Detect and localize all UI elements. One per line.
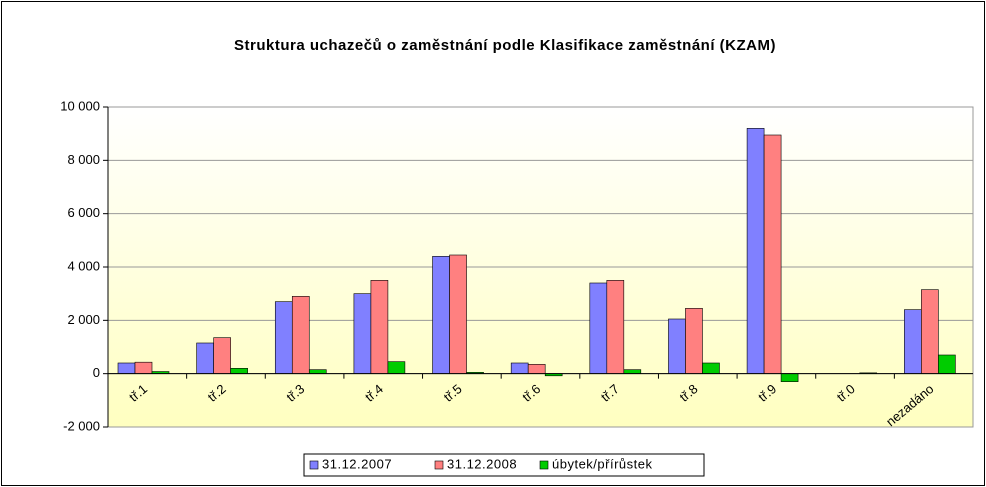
bar	[387, 361, 406, 374]
y-tick-label: 0	[93, 365, 100, 380]
bar	[668, 318, 686, 374]
y-tick-label: 4 000	[67, 258, 100, 273]
bar	[938, 354, 956, 374]
bar	[921, 289, 939, 374]
bar	[589, 282, 608, 374]
bar	[230, 368, 248, 374]
legend-swatch	[539, 460, 549, 470]
bar	[449, 254, 467, 374]
bar	[606, 280, 625, 374]
bar	[510, 362, 529, 374]
bar	[527, 364, 546, 374]
bar	[432, 256, 450, 374]
legend-label: 31.12.2008	[447, 456, 517, 471]
bar	[685, 308, 703, 374]
legend-label: 31.12.2007	[322, 456, 392, 471]
bar	[370, 280, 389, 374]
bar	[353, 293, 372, 374]
legend-label: úbytek/přírůstek	[552, 456, 653, 471]
bar	[702, 362, 720, 374]
legend-swatch	[434, 460, 444, 470]
bar	[274, 301, 293, 374]
bar	[623, 369, 642, 374]
bar	[904, 309, 922, 374]
legend-swatch	[309, 460, 319, 470]
y-tick-label: 10 000	[60, 98, 100, 113]
bar	[196, 342, 214, 374]
chart-title: Struktura uchazečů o zaměstnání podle Kl…	[234, 37, 776, 54]
y-tick-label: 8 000	[67, 152, 100, 167]
bar	[746, 128, 765, 374]
bar	[308, 369, 327, 374]
bar	[117, 362, 136, 374]
y-tick-label: -2 000	[63, 418, 100, 433]
bar	[134, 361, 153, 374]
bar	[291, 296, 310, 374]
bar	[780, 373, 799, 382]
bar	[213, 337, 231, 374]
y-tick-label: 2 000	[67, 312, 100, 327]
bar	[763, 134, 782, 374]
y-tick-label: 6 000	[67, 205, 100, 220]
legend-box	[303, 453, 705, 477]
